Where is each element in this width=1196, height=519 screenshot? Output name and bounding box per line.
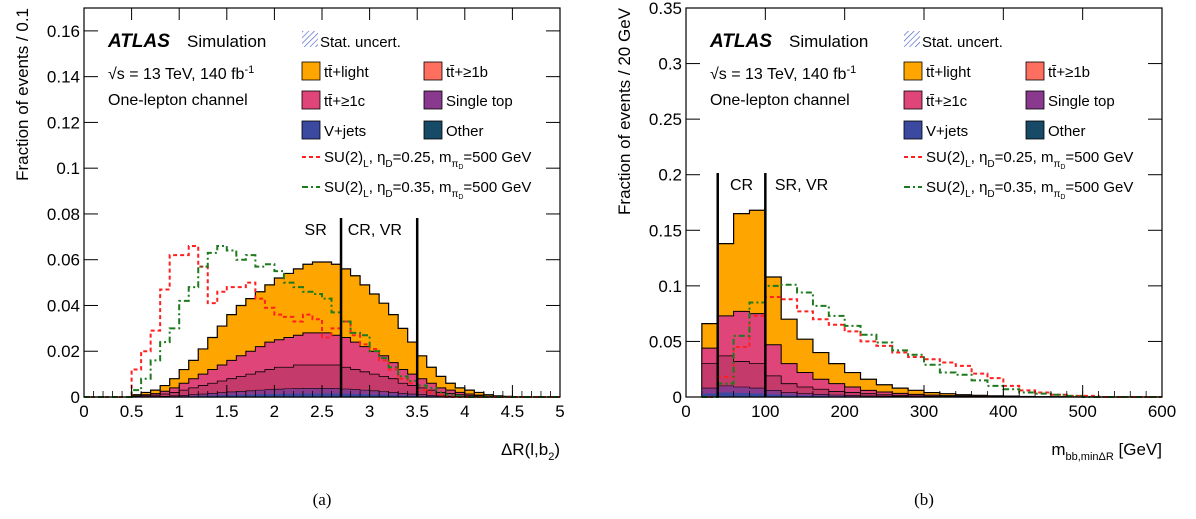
signal-025-line [84, 244, 560, 398]
legend-vjets-label: V+jets [926, 123, 968, 140]
energy-label: √s = 13 TeV, 140 fb-1 [108, 64, 254, 83]
legend-tt-c-label: tt̄+≥1c [926, 93, 968, 110]
x-tick-label: 100 [751, 402, 779, 421]
atlas-label: ATLAS [107, 31, 170, 52]
legend-other-label: Other [1048, 123, 1086, 140]
y-axis-label: Fraction of events / 20 GeV [615, 7, 634, 215]
legend-vjets-swatch [301, 120, 321, 140]
stack-ttb [84, 364, 560, 398]
signal-025-line [701, 295, 1162, 398]
legend-other-swatch [423, 120, 443, 140]
simulation-label: Simulation [187, 32, 266, 51]
legend-tt-c-label: tt̄+≥1c [324, 93, 366, 110]
x-axis-label: mbb,minΔR [GeV] [1051, 440, 1162, 463]
legend-tt-light-label: tt̄+light [324, 64, 369, 81]
x-tick-label: 0 [79, 402, 88, 421]
legend-other-label: Other [446, 123, 484, 140]
x-tick-label: 3 [365, 402, 374, 421]
panel-b: 0 100 200 300 400 500 600 0 0.05 0.1 0.15 0.2 0.25 0.… [615, 0, 1176, 509]
legend-stat-label: Stat. uncert. [922, 34, 1003, 51]
legend-tt-b-swatch [1025, 61, 1045, 81]
x-axis-label: ΔR(l,b2) [501, 440, 560, 463]
x-tick-label: 400 [989, 402, 1017, 421]
legend-vjets-label: V+jets [324, 123, 366, 140]
y-tick-label: 0.2 [658, 166, 682, 185]
simulation-label: Simulation [789, 32, 868, 51]
x-tick-label: 600 [1148, 402, 1176, 421]
legend-vjets-swatch [903, 120, 923, 140]
channel-label: One-lepton channel [710, 92, 850, 109]
y-tick-label: 0.16 [47, 22, 80, 41]
signal-035-line [701, 283, 1162, 398]
region-label-sr: SR [305, 222, 327, 239]
x-tick-label: 0 [681, 402, 690, 421]
y-tick-label: 0.25 [649, 110, 682, 129]
y-tick-label: 0.3 [658, 55, 682, 74]
legend-tt-light-label: tt̄+light [926, 64, 971, 81]
y-tick-label: 0.04 [47, 296, 80, 315]
x-tick-label: 0.5 [120, 402, 144, 421]
legend-tt-light-swatch [301, 61, 321, 81]
y-tick-label: 0.14 [47, 68, 80, 87]
legend-tt-b-label: tt̄+≥1b [446, 64, 488, 81]
region-label-crvr: CR, VR [348, 222, 402, 239]
atlas-label: ATLAS [709, 31, 772, 52]
x-tick-label: 1 [174, 402, 183, 421]
y-tick-label: 0.12 [47, 113, 80, 132]
x-tick-label: 300 [910, 402, 938, 421]
legend-sig-035-label: SU(2)L, ηD=0.35, mπD=500 GeV [926, 179, 1133, 201]
y-tick-label: 0 [673, 388, 682, 407]
legend-single-top-label: Single top [1048, 93, 1115, 110]
panel-a: 0 0.5 1 1.5 2 2.5 3 3.5 4 4.5 5 0 0.02 0.04 0.06 0.08 0.… [13, 7, 565, 509]
x-tick-label: 500 [1068, 402, 1096, 421]
y-tick-label: 0.1 [56, 159, 80, 178]
y-tick-label: 0 [71, 388, 80, 407]
y-tick-label: 0.05 [649, 332, 682, 351]
panel-caption: (a) [313, 490, 332, 509]
x-tick-label: 200 [830, 402, 858, 421]
legend-tt-b-label: tt̄+≥1b [1048, 64, 1090, 81]
x-tick-label: 2 [270, 402, 279, 421]
legend-single-top-swatch [1025, 90, 1045, 110]
x-tick-label: 3.5 [405, 402, 429, 421]
energy-label: √s = 13 TeV, 140 fb-1 [710, 64, 856, 83]
legend-tt-c-swatch [301, 90, 321, 110]
legend-sig-035-label: SU(2)L, ηD=0.35, mπD=500 GeV [324, 179, 531, 201]
channel-label: One-lepton channel [108, 92, 248, 109]
x-tick-label: 2.5 [310, 402, 334, 421]
legend-single-top-label: Single top [446, 93, 513, 110]
y-tick-label: 0.06 [47, 251, 80, 270]
y-tick-label: 0.08 [47, 205, 80, 224]
legend-sig-025-label: SU(2)L, ηD=0.25, mπD=500 GeV [926, 149, 1133, 171]
legend-stat-swatch [904, 31, 920, 47]
region-label-cr: CR [730, 177, 753, 194]
x-tick-label: 4 [460, 402, 469, 421]
legend-other-swatch [1025, 120, 1045, 140]
x-tick-label: 1.5 [215, 402, 239, 421]
region-label-srvr: SR, VR [775, 177, 828, 194]
legend-tt-c-swatch [903, 90, 923, 110]
y-axis-label: Fraction of events / 0.1 [13, 8, 32, 181]
legend-stat-label: Stat. uncert. [320, 34, 401, 51]
legend-tt-light-swatch [903, 61, 923, 81]
y-tick-label: 0.1 [658, 277, 682, 296]
legend-tt-b-swatch [423, 61, 443, 81]
x-tick-label: 5 [555, 402, 564, 421]
panel-caption: (b) [914, 490, 934, 509]
x-tick-label: 4.5 [501, 402, 525, 421]
legend-single-top-swatch [423, 90, 443, 110]
y-tick-label: 0.35 [649, 0, 682, 18]
legend-stat-swatch [302, 31, 318, 47]
y-tick-label: 0.02 [47, 342, 80, 361]
y-tick-label: 0.15 [649, 221, 682, 240]
legend-sig-025-label: SU(2)L, ηD=0.25, mπD=500 GeV [324, 149, 531, 171]
